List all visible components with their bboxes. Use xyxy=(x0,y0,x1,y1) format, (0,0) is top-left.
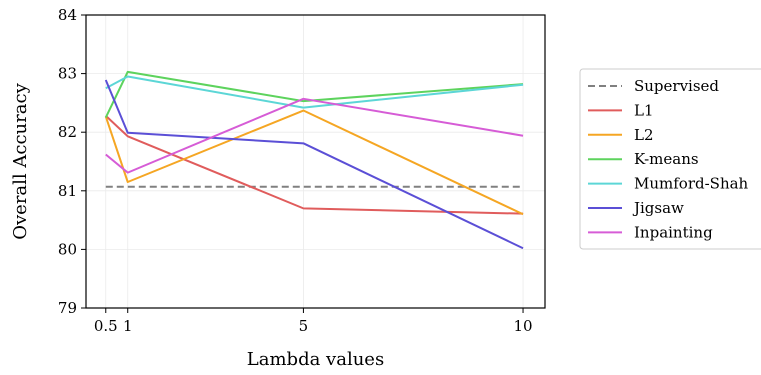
legend-label-l1: L1 xyxy=(634,101,654,119)
x-tick-label: 5 xyxy=(299,317,309,335)
series-line-inpainting xyxy=(105,97,524,174)
series-lines xyxy=(104,70,524,250)
legend: Supervised L1 L2 K-means Mumford-Shah Jigsaw I… xyxy=(579,68,761,250)
x-axis-label: Lambda values xyxy=(247,349,384,370)
x-tick-label: 1 xyxy=(123,317,133,335)
y-tick-label: 81 xyxy=(58,182,77,200)
legend-box xyxy=(579,68,761,250)
y-tick-label: 83 xyxy=(58,65,77,83)
y-tick-label: 84 xyxy=(58,6,77,24)
legend-label-l2: L2 xyxy=(634,126,654,144)
series-line-l2 xyxy=(104,109,524,216)
legend-label-k-means: K-means xyxy=(634,150,699,168)
legend-label-jigsaw: Jigsaw xyxy=(632,199,684,217)
legend-label-mumford-shah: Mumford-Shah xyxy=(634,175,749,193)
x-axis-ticks: 0.5 1 5 10 xyxy=(94,308,533,335)
y-tick-label: 79 xyxy=(58,299,77,317)
series-line-jigsaw xyxy=(104,79,524,250)
y-tick-label: 80 xyxy=(58,240,77,258)
legend-label-supervised: Supervised xyxy=(634,77,719,95)
x-tick-label: 0.5 xyxy=(94,317,118,335)
y-axis-ticks: 79 80 81 82 83 84 xyxy=(58,6,86,317)
series-line-l1 xyxy=(105,115,524,215)
x-tick-label: 10 xyxy=(513,317,532,335)
y-tick-label: 82 xyxy=(58,123,77,141)
series-line-k-means xyxy=(104,70,524,118)
legend-label-inpainting: Inpainting xyxy=(634,223,713,241)
y-axis-label: Overall Accuracy xyxy=(10,82,31,239)
plot-frame xyxy=(85,14,546,309)
series-line-mumford-shah xyxy=(105,75,524,109)
